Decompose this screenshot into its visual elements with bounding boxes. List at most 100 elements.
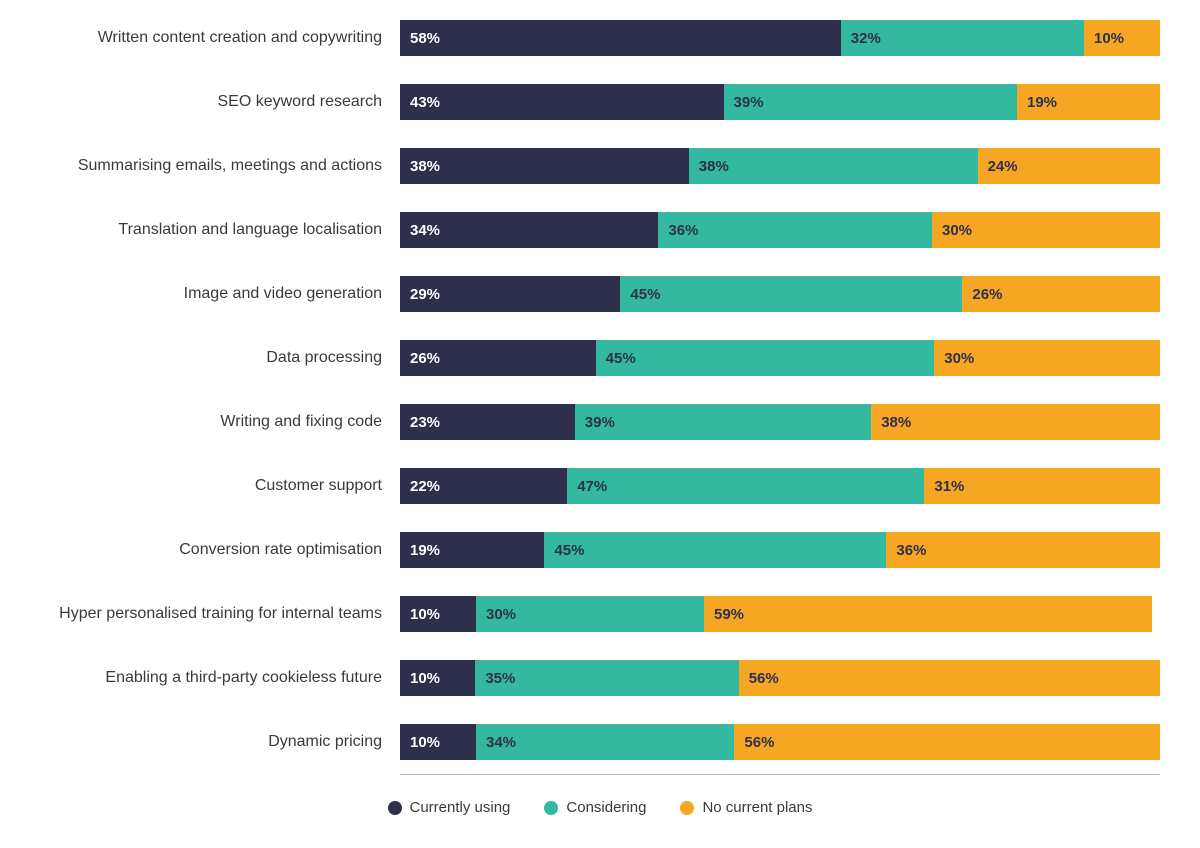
chart-row: Data processing 26% 45% 30% — [40, 340, 1160, 376]
bar-value-label: 29% — [410, 286, 440, 303]
chart-row: Customer support 22% 47% 31% — [40, 468, 1160, 504]
bar-track: 19% 45%36% — [400, 532, 1160, 568]
bar-segment-currently_using: 22% — [400, 468, 567, 504]
bar-value-label: 26% — [972, 286, 1002, 303]
bar-track: 10% 30% 59% — [400, 596, 1160, 632]
row-label: Dynamic pricing — [40, 732, 400, 752]
bar-segment-currently_using: 23% — [400, 404, 575, 440]
bar-segment-considering: 45% — [544, 532, 886, 568]
bar-value-label: 26% — [410, 350, 440, 367]
bar-segment-considering: 32% — [841, 20, 1084, 56]
bar-value-label: 10% — [1094, 30, 1124, 47]
row-label: SEO keyword research — [40, 92, 400, 112]
chart-row: Hyper personalised training for internal… — [40, 596, 1160, 632]
bar-value-label: 23% — [410, 414, 440, 431]
legend-item-currently_using: Currently using — [388, 799, 511, 816]
bar-segment-currently_using: 10% — [400, 596, 476, 632]
bar-value-label: 30% — [944, 350, 974, 367]
bar-value-label: 24% — [988, 158, 1018, 175]
bar-value-label: 22% — [410, 478, 440, 495]
bar-value-label: 31% — [934, 478, 964, 495]
bar-segment-considering: 45% — [596, 340, 935, 376]
bar-value-label: 56% — [749, 670, 779, 687]
bar-value-label: 30% — [942, 222, 972, 239]
bar-segment-no_plans: 19% — [1017, 84, 1160, 120]
bar-value-label: 19% — [410, 542, 440, 559]
bar-segment-considering: 34% — [476, 724, 734, 760]
stacked-bar-chart: Written content creation and copywriting… — [40, 20, 1160, 788]
bar-segment-considering: 45% — [620, 276, 962, 312]
bar-value-label: 19% — [1027, 94, 1057, 111]
row-label: Data processing — [40, 348, 400, 368]
bar-segment-no_plans: 30% — [934, 340, 1160, 376]
row-label: Summarising emails, meetings and actions — [40, 156, 400, 176]
legend-swatch — [544, 801, 558, 815]
bar-value-label: 56% — [744, 734, 774, 751]
chart-row: Written content creation and copywriting… — [40, 20, 1160, 56]
bar-value-label: 43% — [410, 94, 440, 111]
bar-segment-no_plans: 26% — [962, 276, 1160, 312]
bar-segment-no_plans: 38% — [871, 404, 1160, 440]
bar-segment-currently_using: 10% — [400, 724, 476, 760]
row-label: Translation and language localisation — [40, 220, 400, 240]
bar-track: 34% 36% 30% — [400, 212, 1160, 248]
row-label: Customer support — [40, 476, 400, 496]
bar-value-label: 36% — [668, 222, 698, 239]
bar-segment-no_plans: 31% — [924, 468, 1160, 504]
bar-segment-no_plans: 56% — [734, 724, 1160, 760]
bar-value-label: 30% — [486, 606, 516, 623]
bar-track: 29% 45% 26% — [400, 276, 1160, 312]
chart-row: Summarising emails, meetings and actions… — [40, 148, 1160, 184]
row-label: Hyper personalised training for internal… — [40, 604, 400, 624]
bar-segment-no_plans: 56% — [739, 660, 1160, 696]
chart-row: Translation and language localisation34%… — [40, 212, 1160, 248]
bar-value-label: 38% — [699, 158, 729, 175]
row-label: Written content creation and copywriting — [40, 28, 400, 48]
bar-value-label: 32% — [851, 30, 881, 47]
legend-label: No current plans — [702, 799, 812, 816]
legend-label: Considering — [566, 799, 646, 816]
chart-row: Writing and fixing code 23% 39% 38% — [40, 404, 1160, 440]
bar-value-label: 10% — [410, 670, 440, 687]
bar-track: 58% 32% 10% — [400, 20, 1160, 56]
row-label: Enabling a third-party cookieless future — [40, 668, 400, 688]
bar-segment-considering: 35% — [475, 660, 738, 696]
bar-value-label: 45% — [606, 350, 636, 367]
bar-value-label: 45% — [630, 286, 660, 303]
bar-segment-currently_using: 19% — [400, 532, 544, 568]
legend: Currently using Considering No current pla… — [40, 799, 1160, 816]
legend-swatch — [388, 801, 402, 815]
bar-track: 10% 34% 56% — [400, 724, 1160, 760]
bar-segment-currently_using: 26% — [400, 340, 596, 376]
bar-segment-considering: 38% — [689, 148, 978, 184]
bar-segment-considering: 47% — [567, 468, 924, 504]
bar-segment-no_plans: 24% — [978, 148, 1160, 184]
bar-segment-no_plans: 59% — [704, 596, 1152, 632]
bar-segment-no_plans: 36% — [886, 532, 1160, 568]
bar-segment-currently_using: 29% — [400, 276, 620, 312]
bar-value-label: 59% — [714, 606, 744, 623]
bar-segment-no_plans: 30% — [932, 212, 1160, 248]
chart-row: Dynamic pricing10% 34% 56% — [40, 724, 1160, 760]
x-axis — [40, 774, 1160, 775]
legend-item-no_plans: No current plans — [680, 799, 812, 816]
bar-segment-currently_using: 58% — [400, 20, 841, 56]
bar-segment-currently_using: 43% — [400, 84, 724, 120]
bar-track: 43% 39% 19% — [400, 84, 1160, 120]
bar-segment-considering: 30% — [476, 596, 704, 632]
legend-item-considering: Considering — [544, 799, 646, 816]
bar-value-label: 34% — [410, 222, 440, 239]
bar-track: 23% 39% 38% — [400, 404, 1160, 440]
bar-value-label: 58% — [410, 30, 440, 47]
chart-row: Enabling a third-party cookieless future… — [40, 660, 1160, 696]
legend-label: Currently using — [410, 799, 511, 816]
chart-row: Image and video generation29%45%26% — [40, 276, 1160, 312]
bar-track: 26% 45% 30% — [400, 340, 1160, 376]
bar-value-label: 39% — [585, 414, 615, 431]
row-label: Writing and fixing code — [40, 412, 400, 432]
bar-segment-currently_using: 34% — [400, 212, 658, 248]
bar-value-label: 34% — [486, 734, 516, 751]
bar-value-label: 39% — [734, 94, 764, 111]
bar-segment-considering: 39% — [724, 84, 1017, 120]
bar-value-label: 35% — [485, 670, 515, 687]
